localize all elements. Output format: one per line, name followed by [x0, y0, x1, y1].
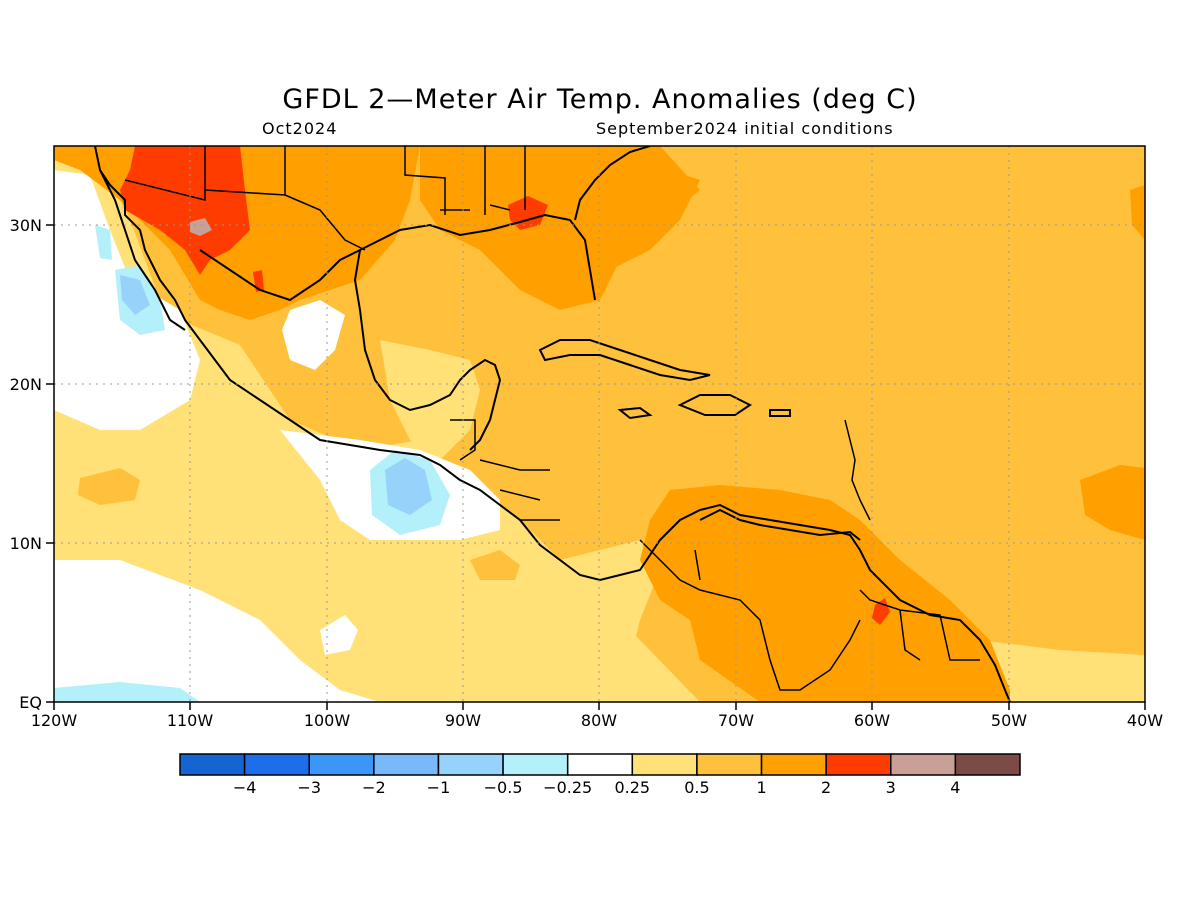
anomaly-sonora-red: [120, 146, 250, 275]
hispaniola-coastline: [677, 394, 752, 416]
anomaly-florida-orange: [580, 160, 700, 270]
lon-label: 40W: [1127, 711, 1163, 730]
lat-label: 30N: [10, 216, 42, 235]
colorbar-label: 2: [821, 778, 831, 797]
anomaly-tehuantepec-blue: [385, 458, 432, 515]
anomaly-east-atlantic-orange: [1130, 185, 1145, 240]
lon-label: 80W: [581, 711, 617, 730]
valid-period: Oct2024: [262, 119, 338, 138]
lon-label: 120W: [31, 711, 78, 730]
colorbar-swatch: [243, 753, 310, 776]
central-america-borders: [450, 419, 560, 521]
colorbar-swatch: [566, 753, 634, 776]
colorbar-swatch: [825, 753, 892, 776]
anomaly-sonora-pink: [190, 218, 212, 236]
colorbar-label: 0.25: [614, 778, 650, 797]
lesser-antilles: [844, 419, 871, 521]
lat-labels: EQ 10N 20N 30N: [10, 216, 42, 712]
anomaly-small-white: [320, 615, 358, 655]
coastlines: [94, 146, 1011, 702]
lon-label: 110W: [167, 711, 214, 730]
colorbar: −4 −3 −2 −1 −0.5 −0.25 0.25 0.5 1 2 3 4: [179, 753, 1021, 797]
anomaly-yucatan-yellow: [380, 340, 480, 460]
colorbar-swatch: [696, 753, 763, 776]
colorbar-label: −1: [427, 778, 451, 797]
us-mexico-border: [124, 146, 366, 251]
anomaly-field: [54, 146, 1145, 702]
gulf-rim-coastline: [199, 213, 596, 302]
lon-label: 100W: [304, 711, 351, 730]
anomaly-brazil-yellow: [980, 640, 1145, 702]
colorbar-label: 4: [950, 778, 960, 797]
colorbar-swatch: [954, 753, 1021, 776]
colorbar-swatch: [308, 753, 375, 776]
colorbar-label: 3: [886, 778, 896, 797]
map-title: GFDL 2—Meter Air Temp. Anomalies (deg C): [282, 84, 918, 115]
jamaica-coastline: [617, 406, 653, 420]
colorbar-label: 0.5: [684, 778, 709, 797]
colorbar-swatch: [631, 753, 698, 776]
lat-label: 10N: [10, 534, 42, 553]
colorbar-label: −0.25: [543, 778, 592, 797]
lon-label: 70W: [718, 711, 754, 730]
colorbar-swatch: [373, 753, 440, 776]
lon-label: 50W: [991, 711, 1027, 730]
colorbar-swatch: [502, 753, 569, 776]
anomaly-baja-blue: [120, 275, 150, 315]
colorbar-label: −2: [362, 778, 386, 797]
colorbar-swatch: [179, 753, 246, 776]
florida-coastline: [574, 146, 651, 221]
anomaly-pacific-white-south: [54, 560, 380, 702]
colorbar-label: −3: [297, 778, 321, 797]
anomaly-west-lightblue: [95, 225, 112, 260]
colorbar-swatch: [437, 753, 504, 776]
lat-label: EQ: [19, 693, 42, 712]
anomaly-atlantic-orange: [1080, 465, 1145, 540]
baja-coastline: [99, 169, 186, 331]
colorbar-label: −0.5: [484, 778, 523, 797]
lon-label: 90W: [445, 711, 481, 730]
puerto-rico-coastline: [769, 409, 791, 417]
initial-conditions: September2024 initial conditions: [596, 119, 894, 138]
mexico-east-coastline: [353, 249, 502, 451]
lon-label: 60W: [854, 711, 890, 730]
lat-label: 20N: [10, 375, 42, 394]
colorbar-swatch: [760, 753, 827, 776]
lon-labels: 120W 110W 100W 90W 80W 70W 60W 50W 40W: [31, 711, 1163, 730]
anomaly-mexico-white: [282, 300, 345, 370]
axis-ticks: [46, 224, 1146, 710]
graticule: [54, 146, 1145, 702]
anomaly-south-america-orange: [640, 485, 1010, 702]
colorbar-label: 1: [756, 778, 766, 797]
anomaly-caribbean-yellow: [560, 540, 660, 702]
cuba-coastline: [538, 339, 711, 382]
south-america-borders: [639, 539, 980, 691]
colorbar-label: −4: [233, 778, 257, 797]
colorbar-swatch: [890, 753, 957, 776]
anomaly-panama-orange: [470, 550, 520, 580]
us-state-borders: [404, 146, 526, 215]
anomaly-pacific-lightblue-strip: [54, 682, 200, 702]
anomaly-pacific-orange-blob: [78, 468, 140, 505]
venezuela-coastline: [699, 508, 861, 541]
us-gulf-coastline: [94, 146, 1011, 702]
